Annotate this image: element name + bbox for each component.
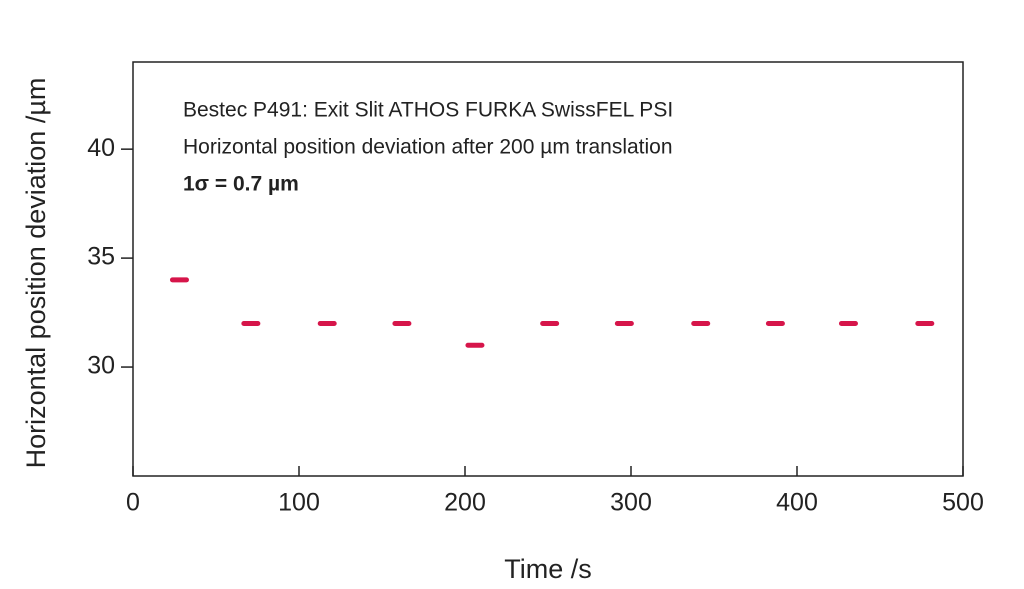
annotation: Bestec P491: Exit Slit ATHOS FURKA Swiss… [183, 99, 673, 122]
annotation: Horizontal position deviation after 200 … [183, 136, 673, 159]
y-tick-label: 40 [87, 134, 115, 162]
x-axis-title: Time /s [504, 554, 592, 584]
x-tick-label: 200 [444, 489, 486, 517]
annotation: 1σ = 0.7 µm [183, 173, 299, 196]
y-axis-title: Horizontal position deviation /µm [21, 78, 51, 469]
x-tick-label: 0 [126, 489, 140, 517]
x-tick-label: 300 [610, 489, 652, 517]
y-tick-label: 30 [87, 352, 115, 380]
x-tick-label: 500 [942, 489, 984, 517]
x-tick-label: 100 [278, 489, 320, 517]
x-tick-label: 400 [776, 489, 818, 517]
y-tick-label: 35 [87, 243, 115, 271]
plot-frame [132, 61, 964, 477]
